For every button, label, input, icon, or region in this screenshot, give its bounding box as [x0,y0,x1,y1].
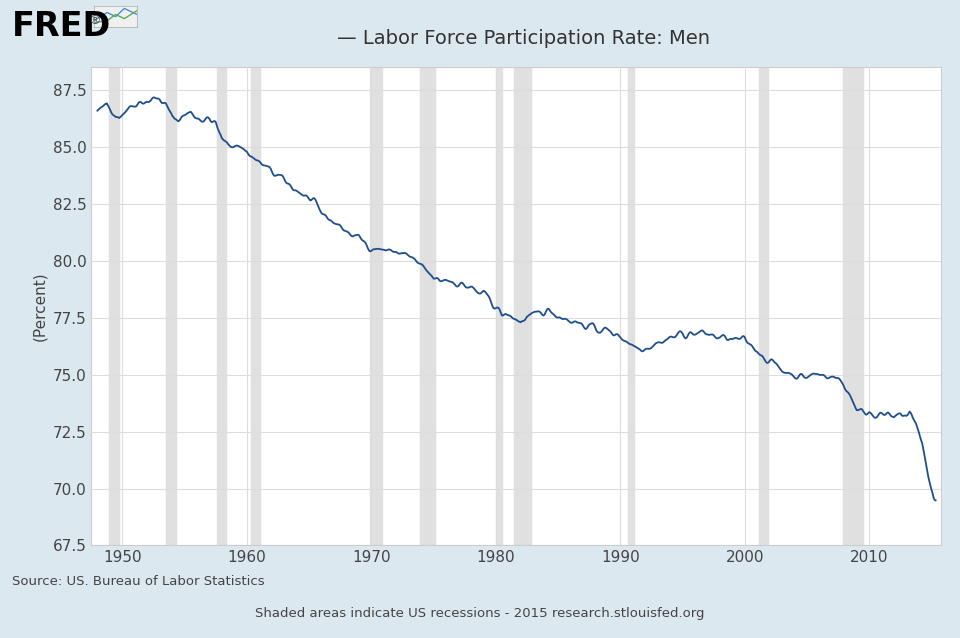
Bar [759,67,768,545]
Bar [420,67,435,545]
Text: Shaded areas indicate US recessions - 2015 research.stlouisfed.org: Shaded areas indicate US recessions - 20… [255,607,705,620]
Bar [371,67,382,545]
Bar [515,67,531,545]
Text: Source: US. Bureau of Labor Statistics: Source: US. Bureau of Labor Statistics [12,575,264,588]
Bar [843,67,863,545]
Bar [166,67,177,545]
Text: — Labor Force Participation Rate: Men: — Labor Force Participation Rate: Men [337,29,709,48]
Bar [217,67,226,545]
Bar [108,67,119,545]
Bar [628,67,634,545]
Bar [251,67,260,545]
Y-axis label: (Percent): (Percent) [32,271,47,341]
Bar [495,67,502,545]
Text: ®: ® [88,14,101,27]
Text: FRED: FRED [12,10,110,43]
